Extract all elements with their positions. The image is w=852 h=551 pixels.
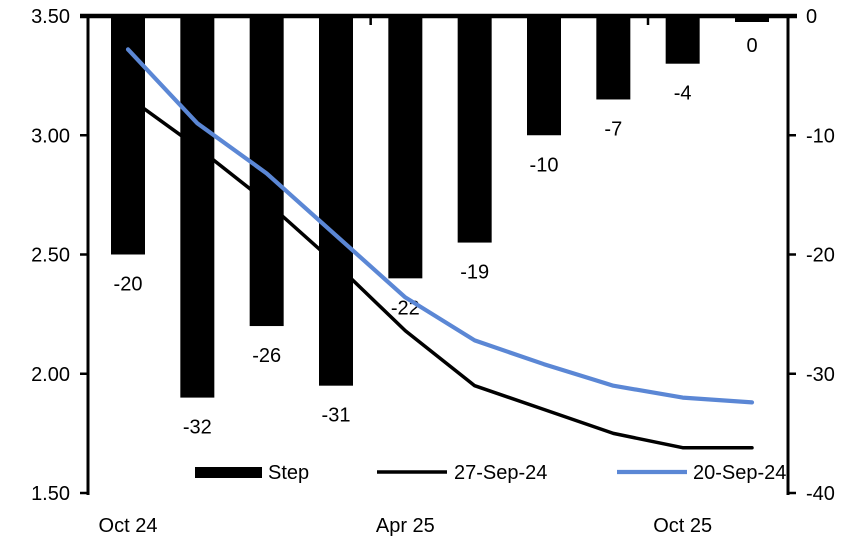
bar-value-label: -10 bbox=[530, 154, 559, 176]
bar-value-label: -4 bbox=[674, 83, 692, 105]
left-axis-tick-label: 3.50 bbox=[31, 6, 70, 28]
line-series-20-sep-24 bbox=[125, 47, 755, 405]
step-bar bbox=[665, 18, 700, 64]
step-bar bbox=[457, 18, 492, 243]
bar-value-label: -20 bbox=[114, 274, 143, 296]
right-axis-tick-label: -30 bbox=[806, 364, 835, 386]
step-bar bbox=[735, 18, 769, 22]
bar-value-label: -22 bbox=[391, 297, 420, 319]
x-axis-label: Oct 25 bbox=[653, 515, 712, 537]
left-axis-tick-label: 3.00 bbox=[31, 125, 70, 147]
bar-value-label: -32 bbox=[183, 417, 212, 439]
left-axis-tick-label: 1.50 bbox=[31, 483, 70, 505]
step-bar bbox=[527, 18, 561, 136]
legend-bar-swatch bbox=[195, 467, 262, 478]
right-axis-tick-label: -10 bbox=[806, 125, 835, 147]
left-axis-tick-label: 2.50 bbox=[31, 245, 70, 267]
right-axis-tick-label: -20 bbox=[806, 245, 835, 267]
step-bar bbox=[111, 18, 145, 255]
legend-label-step: Step bbox=[268, 462, 309, 484]
left-axis-tick-label: 2.00 bbox=[31, 364, 70, 386]
step-bar bbox=[388, 18, 423, 279]
bar-value-label: 0 bbox=[746, 35, 757, 57]
bar-value-label: -31 bbox=[322, 405, 351, 427]
legend-label-20-sep-24: 20-Sep-24 bbox=[693, 462, 786, 484]
x-axis-label: Oct 24 bbox=[99, 515, 158, 537]
step-bar bbox=[180, 18, 215, 398]
bar-value-label: -7 bbox=[604, 118, 622, 140]
step-bar bbox=[596, 18, 631, 100]
line-series-27-sep-24 bbox=[126, 95, 754, 450]
legend-label-27-sep-24: 27-Sep-24 bbox=[454, 462, 547, 484]
right-axis-tick-label: 0 bbox=[806, 6, 817, 28]
step-bar bbox=[319, 18, 353, 386]
bar-value-label: -26 bbox=[252, 345, 281, 367]
x-axis-label: Apr 25 bbox=[376, 515, 435, 537]
bar-value-label: -19 bbox=[460, 262, 489, 284]
right-axis-tick-label: -40 bbox=[806, 483, 835, 505]
